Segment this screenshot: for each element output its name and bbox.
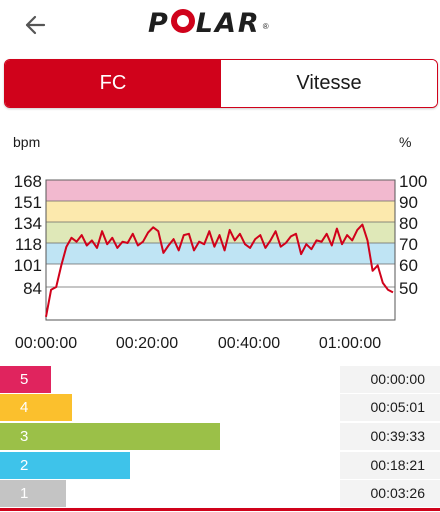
zone-time: 00:05:01: [340, 394, 440, 421]
tab-fc[interactable]: FC: [5, 60, 221, 107]
metric-toggle: FC Vitesse: [4, 59, 438, 108]
x-tick-label: 00:00:00: [15, 335, 77, 352]
x-tick-label: 00:20:00: [116, 335, 178, 352]
y-tick-left: 84: [23, 279, 42, 298]
y-tick-left: 168: [14, 172, 42, 191]
logo-registered: ®: [262, 22, 269, 31]
right-axis-unit: %: [399, 134, 412, 150]
zone-time: 00:03:26: [340, 480, 440, 507]
zone-number: 2: [20, 457, 29, 474]
zone-band-3: [46, 222, 395, 243]
zone-band-4: [46, 201, 395, 222]
tab-vitesse[interactable]: Vitesse: [221, 60, 437, 107]
zone-row-1: 1 00:03:26: [0, 480, 440, 507]
y-tick-left: 134: [14, 214, 42, 233]
back-arrow-icon: [25, 15, 46, 35]
zone-number: 5: [20, 371, 29, 388]
zone-bar: [0, 394, 72, 421]
heart-rate-line: [45, 223, 394, 317]
y-tick-left: 118: [15, 235, 42, 254]
zone-number: 4: [20, 399, 29, 416]
zone-row-4: 4 00:05:01: [0, 394, 440, 421]
x-tick-label: 01:00:00: [319, 335, 381, 352]
zone-bar: [0, 366, 51, 393]
x-tick-label: 00:40:00: [218, 335, 280, 352]
polar-logo: P LAR ®: [148, 7, 269, 39]
logo-o-icon: [170, 9, 195, 33]
zone-row-2: 2 00:18:21: [0, 452, 440, 479]
y-tick-right: 80: [399, 214, 418, 233]
zone-number: 1: [20, 485, 29, 502]
zone-time: 00:18:21: [340, 452, 440, 479]
logo-letter: P: [148, 7, 170, 39]
zone-row-3: 3 00:39:33: [0, 423, 440, 450]
y-tick-left: 101: [14, 256, 42, 275]
zone-bar: [0, 452, 130, 479]
y-tick-right: 90: [399, 193, 418, 212]
zone-time: 00:00:00: [340, 366, 440, 393]
heart-rate-chart: 168 151 134 118 101 84 100 90 80 70 60 50 00:00:00 00…: [14, 172, 428, 352]
left-axis-unit: bpm: [13, 134, 41, 150]
bottom-divider: [0, 508, 440, 511]
y-tick-right: 60: [399, 256, 418, 275]
zone-number: 3: [20, 428, 29, 445]
back-button[interactable]: [20, 10, 50, 40]
zone-row-5: 5 00:00:00: [0, 366, 440, 393]
zone-band-2: [46, 243, 395, 264]
y-tick-left: 151: [14, 193, 42, 212]
top-bar: P LAR ®: [0, 0, 440, 50]
y-tick-right: 100: [399, 172, 427, 191]
y-tick-right: 70: [399, 235, 418, 254]
zone-band-5: [46, 180, 395, 201]
zone-bar: [0, 423, 220, 450]
zone-bar: [0, 480, 66, 507]
zone-time: 00:39:33: [340, 423, 440, 450]
logo-letters: LAR: [195, 7, 261, 39]
y-tick-right: 50: [399, 279, 418, 298]
